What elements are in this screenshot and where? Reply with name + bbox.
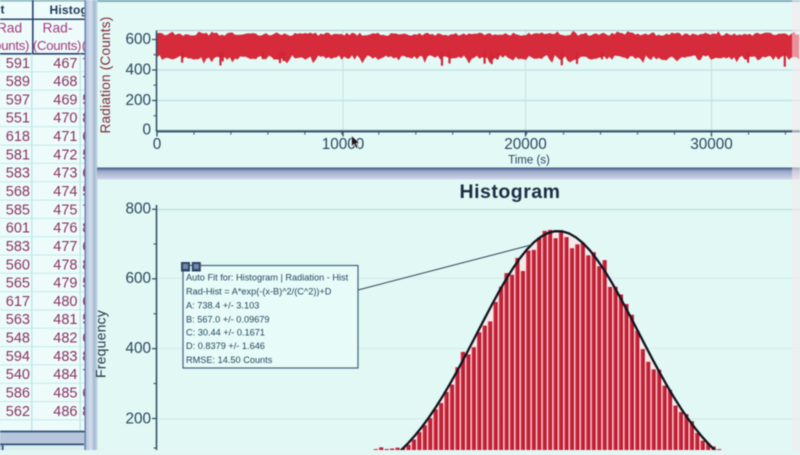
svg-text:Radiation (Counts): Radiation (Counts) xyxy=(98,17,113,134)
svg-text:5: 5 xyxy=(82,276,90,292)
svg-text:6: 6 xyxy=(82,166,90,182)
svg-text:583: 583 xyxy=(6,166,30,182)
svg-text:551: 551 xyxy=(6,111,30,127)
svg-text:0: 0 xyxy=(153,136,162,153)
svg-text:618: 618 xyxy=(6,129,30,145)
svg-text:594: 594 xyxy=(6,349,30,365)
svg-text:Time (s): Time (s) xyxy=(508,155,550,167)
svg-text:7: 7 xyxy=(82,202,90,218)
svg-text:800: 800 xyxy=(125,201,151,218)
svg-text:548: 548 xyxy=(6,331,30,347)
svg-text:478: 478 xyxy=(53,257,77,273)
svg-text:477: 477 xyxy=(53,239,77,255)
svg-text:(Counts): (Counts) xyxy=(33,38,81,53)
svg-text:479: 479 xyxy=(53,276,77,292)
svg-text:597: 597 xyxy=(6,92,30,108)
svg-text:200: 200 xyxy=(125,411,151,428)
svg-text:t: t xyxy=(1,3,5,17)
svg-text:5: 5 xyxy=(82,92,90,108)
svg-text:617: 617 xyxy=(6,294,30,310)
svg-text:484: 484 xyxy=(53,367,77,383)
svg-text:480: 480 xyxy=(53,294,77,310)
svg-text:469: 469 xyxy=(53,92,77,108)
svg-text:Auto Fit for: Histogram | Radi: Auto Fit for: Histogram | Radiation - Hi… xyxy=(186,273,349,283)
svg-text:5: 5 xyxy=(82,147,90,163)
svg-text:Frequency: Frequency xyxy=(93,310,109,378)
svg-text:6: 6 xyxy=(82,129,90,145)
svg-text:8: 8 xyxy=(82,404,90,420)
svg-text:565: 565 xyxy=(6,276,30,292)
svg-text:(Counts): (Counts) xyxy=(0,38,29,53)
svg-text:Histogram: Histogram xyxy=(460,181,561,203)
svg-text:600: 600 xyxy=(125,31,151,48)
svg-text:562: 562 xyxy=(6,404,30,420)
svg-text:468: 468 xyxy=(53,74,77,90)
svg-text:475: 475 xyxy=(53,202,77,218)
svg-text:(C: (C xyxy=(82,38,96,53)
svg-text:7: 7 xyxy=(82,367,90,383)
svg-text:8: 8 xyxy=(82,221,90,237)
svg-text:7: 7 xyxy=(82,56,90,72)
svg-text:200: 200 xyxy=(125,92,151,109)
svg-text:400: 400 xyxy=(125,61,151,78)
svg-text:5: 5 xyxy=(82,184,90,200)
svg-text:470: 470 xyxy=(53,111,77,127)
svg-text:486: 486 xyxy=(53,404,77,420)
svg-text:400: 400 xyxy=(125,340,151,357)
svg-text:540: 540 xyxy=(6,367,30,383)
svg-text:7: 7 xyxy=(82,74,90,90)
svg-text:Histogr: Histogr xyxy=(50,3,94,17)
svg-text:585: 585 xyxy=(6,202,30,218)
svg-text:A: 738.4 +/- 3.103: A: 738.4 +/- 3.103 xyxy=(186,301,259,311)
svg-text:476: 476 xyxy=(53,221,77,237)
svg-text:10000: 10000 xyxy=(322,136,365,153)
svg-text:8: 8 xyxy=(82,257,90,273)
svg-text:8: 8 xyxy=(82,111,90,127)
svg-text:8: 8 xyxy=(82,349,90,365)
svg-text:589: 589 xyxy=(6,74,30,90)
svg-text:D: 0.8379 +/- 1.646: D: 0.8379 +/- 1.646 xyxy=(186,341,265,351)
svg-text:560: 560 xyxy=(6,257,30,273)
svg-text:Rad-Hist = A*exp(-(x-B)^2/(C^2: Rad-Hist = A*exp(-(x-B)^2/(C^2))+D xyxy=(186,287,332,297)
svg-text:473: 473 xyxy=(53,166,77,182)
svg-text:20000: 20000 xyxy=(504,136,547,153)
svg-text:30000: 30000 xyxy=(690,136,733,153)
svg-text:6: 6 xyxy=(82,331,90,347)
svg-text:583: 583 xyxy=(6,239,30,255)
svg-text:563: 563 xyxy=(6,312,30,328)
svg-text:485: 485 xyxy=(53,386,77,402)
svg-text:586: 586 xyxy=(6,386,30,402)
svg-text:483: 483 xyxy=(53,349,77,365)
svg-text:RMSE: 14.50 Counts: RMSE: 14.50 Counts xyxy=(186,355,273,365)
svg-text:0: 0 xyxy=(142,121,151,138)
svg-text:467: 467 xyxy=(53,56,77,72)
svg-text:471: 471 xyxy=(53,129,77,145)
svg-text:601: 601 xyxy=(6,221,30,237)
svg-text:5: 5 xyxy=(82,312,90,328)
svg-text:C: 30.44 +/- 0.1671: C: 30.44 +/- 0.1671 xyxy=(186,328,265,338)
svg-text:6: 6 xyxy=(82,294,90,310)
svg-text:6: 6 xyxy=(82,239,90,255)
svg-text:Rad: Rad xyxy=(0,20,22,35)
svg-text:474: 474 xyxy=(53,184,77,200)
svg-text:Rad-: Rad- xyxy=(43,20,73,35)
svg-text:472: 472 xyxy=(53,147,77,163)
svg-text:568: 568 xyxy=(6,184,30,200)
svg-text:6: 6 xyxy=(82,386,90,402)
svg-text:B: 567.0 +/- 0.09679: B: 567.0 +/- 0.09679 xyxy=(186,314,270,324)
svg-text:591: 591 xyxy=(6,56,30,72)
svg-text:481: 481 xyxy=(53,312,77,328)
svg-text:600: 600 xyxy=(125,270,151,287)
svg-text:581: 581 xyxy=(6,147,30,163)
svg-text:482: 482 xyxy=(53,331,77,347)
